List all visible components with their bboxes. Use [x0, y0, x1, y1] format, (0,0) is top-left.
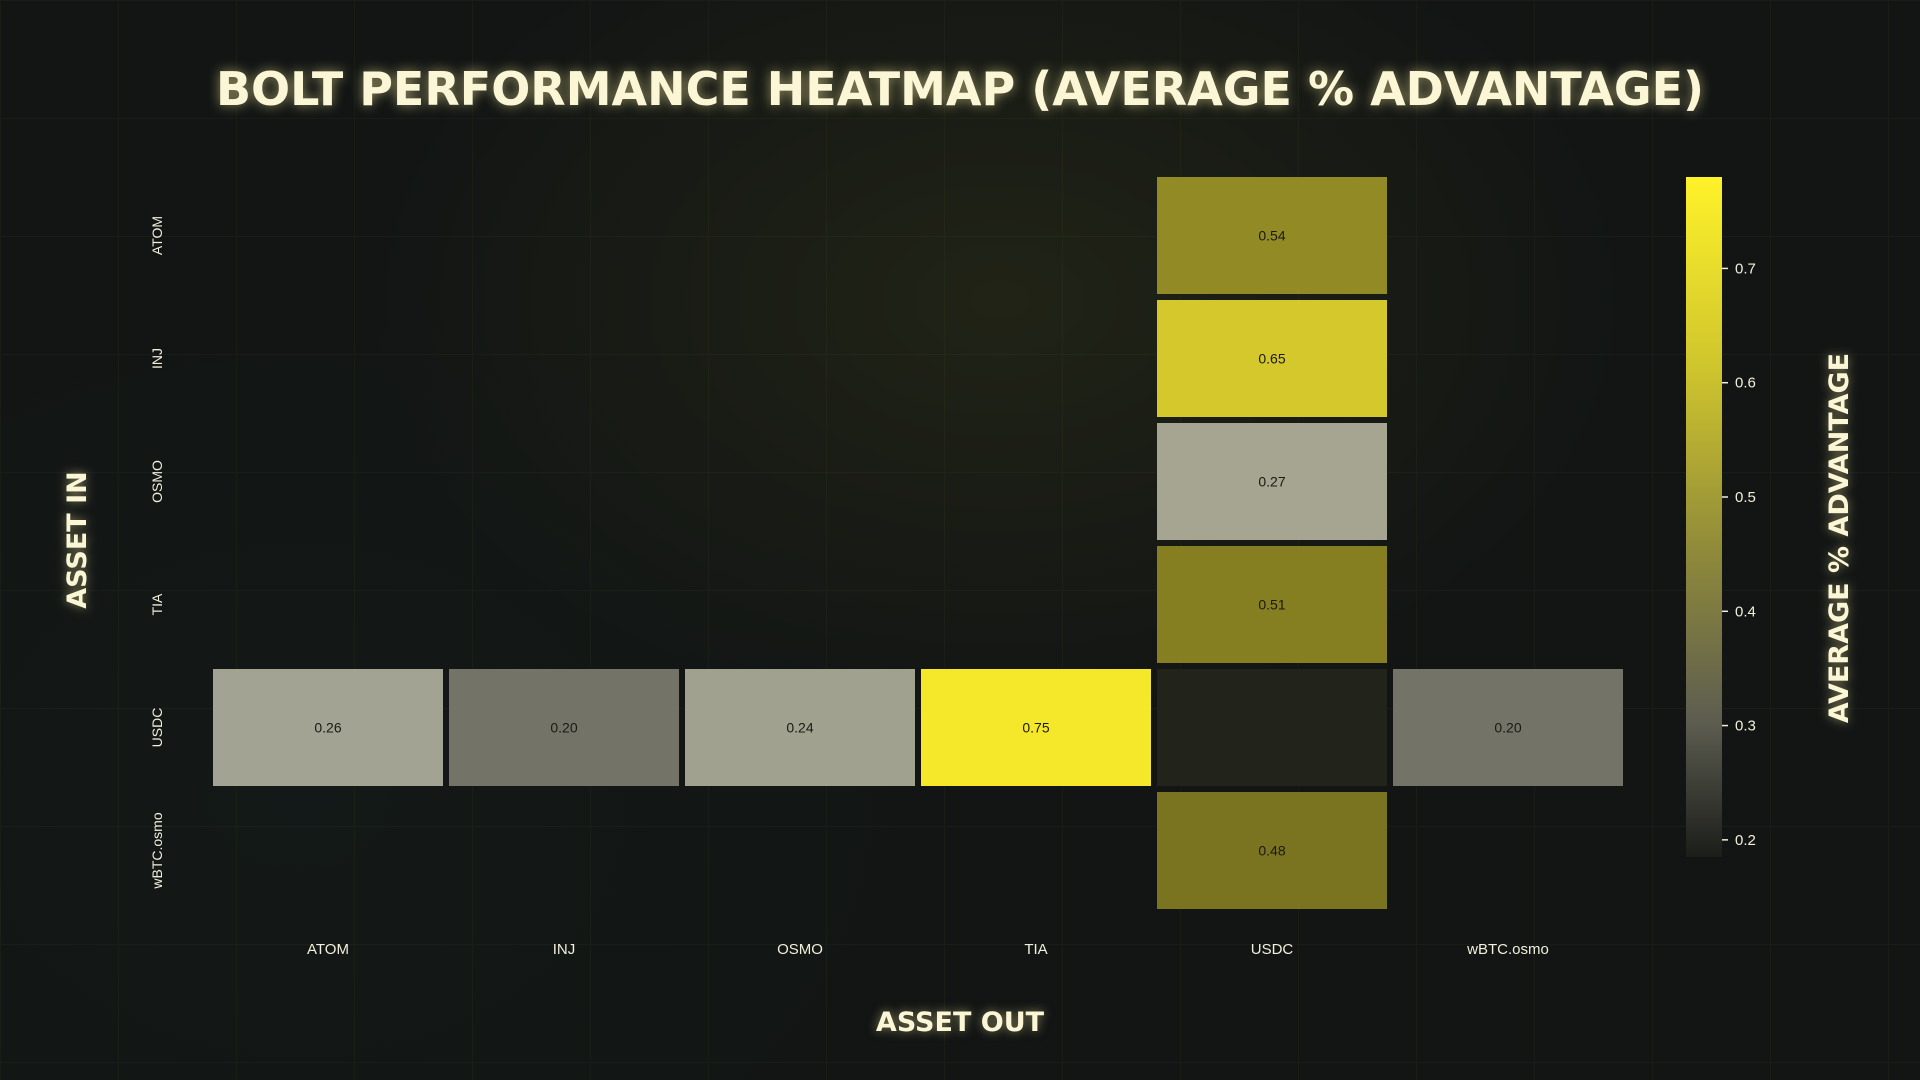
heatmap-cell-osmo-usdc	[1157, 423, 1387, 540]
heatmap-cell-usdc-tia	[921, 669, 1151, 786]
y-tick-label: INJ	[149, 348, 165, 369]
colorbar-title: AVERAGE % ADVANTAGE	[1824, 353, 1855, 723]
x-axis-title: ASSET OUT	[876, 1007, 1045, 1038]
chart-title: BOLT PERFORMANCE HEATMAP (AVERAGE % ADVA…	[216, 62, 1704, 116]
heatmap-cell-tia-usdc	[1157, 546, 1387, 663]
heatmap-cell-usdc-atom	[213, 669, 443, 786]
colorbar-tick-label: 0.2	[1735, 832, 1756, 849]
heatmap-cell-label: 0.48	[1258, 843, 1285, 859]
colorbar-tick-label: 0.7	[1735, 260, 1756, 277]
heatmap-cell-atom-usdc	[1157, 177, 1387, 294]
heatmap-cell-usdc-osmo	[685, 669, 915, 786]
colorbar-tick-label: 0.6	[1735, 375, 1756, 392]
plot-area: 0.54 0.65 0.27 0.51 0.26 0.20 0.24 0.75 0.20 0.48…	[149, 177, 1623, 958]
heatmap-cell-usdc-inj	[449, 669, 679, 786]
colorbar-gradient	[1686, 177, 1722, 857]
heatmap-cell-wbtc.osmo-usdc	[1157, 792, 1387, 909]
y-axis-title: ASSET IN	[62, 471, 93, 608]
heatmap-cell-usdc-wbtc.osmo	[1393, 669, 1623, 786]
heatmap-cell-usdc-usdc-empty	[1157, 669, 1387, 786]
x-tick-label: OSMO	[777, 941, 823, 958]
y-tick-label: wBTC.osmo	[149, 812, 165, 889]
y-tick-label: USDC	[149, 708, 165, 748]
heatmap-cell-label: 0.24	[786, 720, 813, 736]
heatmap-cell-label: 0.65	[1258, 351, 1285, 367]
y-tick-label: TIA	[149, 593, 165, 615]
heatmap-cell-label: 0.20	[550, 720, 577, 736]
x-tick-label: INJ	[553, 941, 576, 958]
x-tick-label: wBTC.osmo	[1466, 941, 1549, 958]
heatmap-cell-inj-usdc	[1157, 300, 1387, 417]
colorbar-ticks: 0.2 0.3 0.4 0.5 0.6 0.7	[1722, 260, 1756, 849]
x-tick-label: ATOM	[307, 941, 349, 958]
y-tick-label: ATOM	[149, 216, 165, 255]
heatmap-cell-label: 0.26	[314, 720, 341, 736]
x-tick-label: TIA	[1024, 941, 1047, 958]
heatmap-cell-label: 0.51	[1258, 597, 1285, 613]
y-tick-label: OSMO	[149, 460, 165, 503]
x-tick-label: USDC	[1251, 941, 1294, 958]
heatmap-cell-label: 0.54	[1258, 228, 1285, 244]
colorbar: 0.2 0.3 0.4 0.5 0.6 0.7	[1686, 177, 1756, 857]
colorbar-tick-label: 0.5	[1735, 489, 1756, 506]
heatmap-cell-label: 0.75	[1022, 720, 1049, 736]
heatmap-cell-label: 0.20	[1494, 720, 1521, 736]
colorbar-tick-label: 0.4	[1735, 603, 1756, 620]
heatmap-cell-label: 0.27	[1258, 474, 1285, 490]
colorbar-tick-label: 0.3	[1735, 718, 1756, 735]
